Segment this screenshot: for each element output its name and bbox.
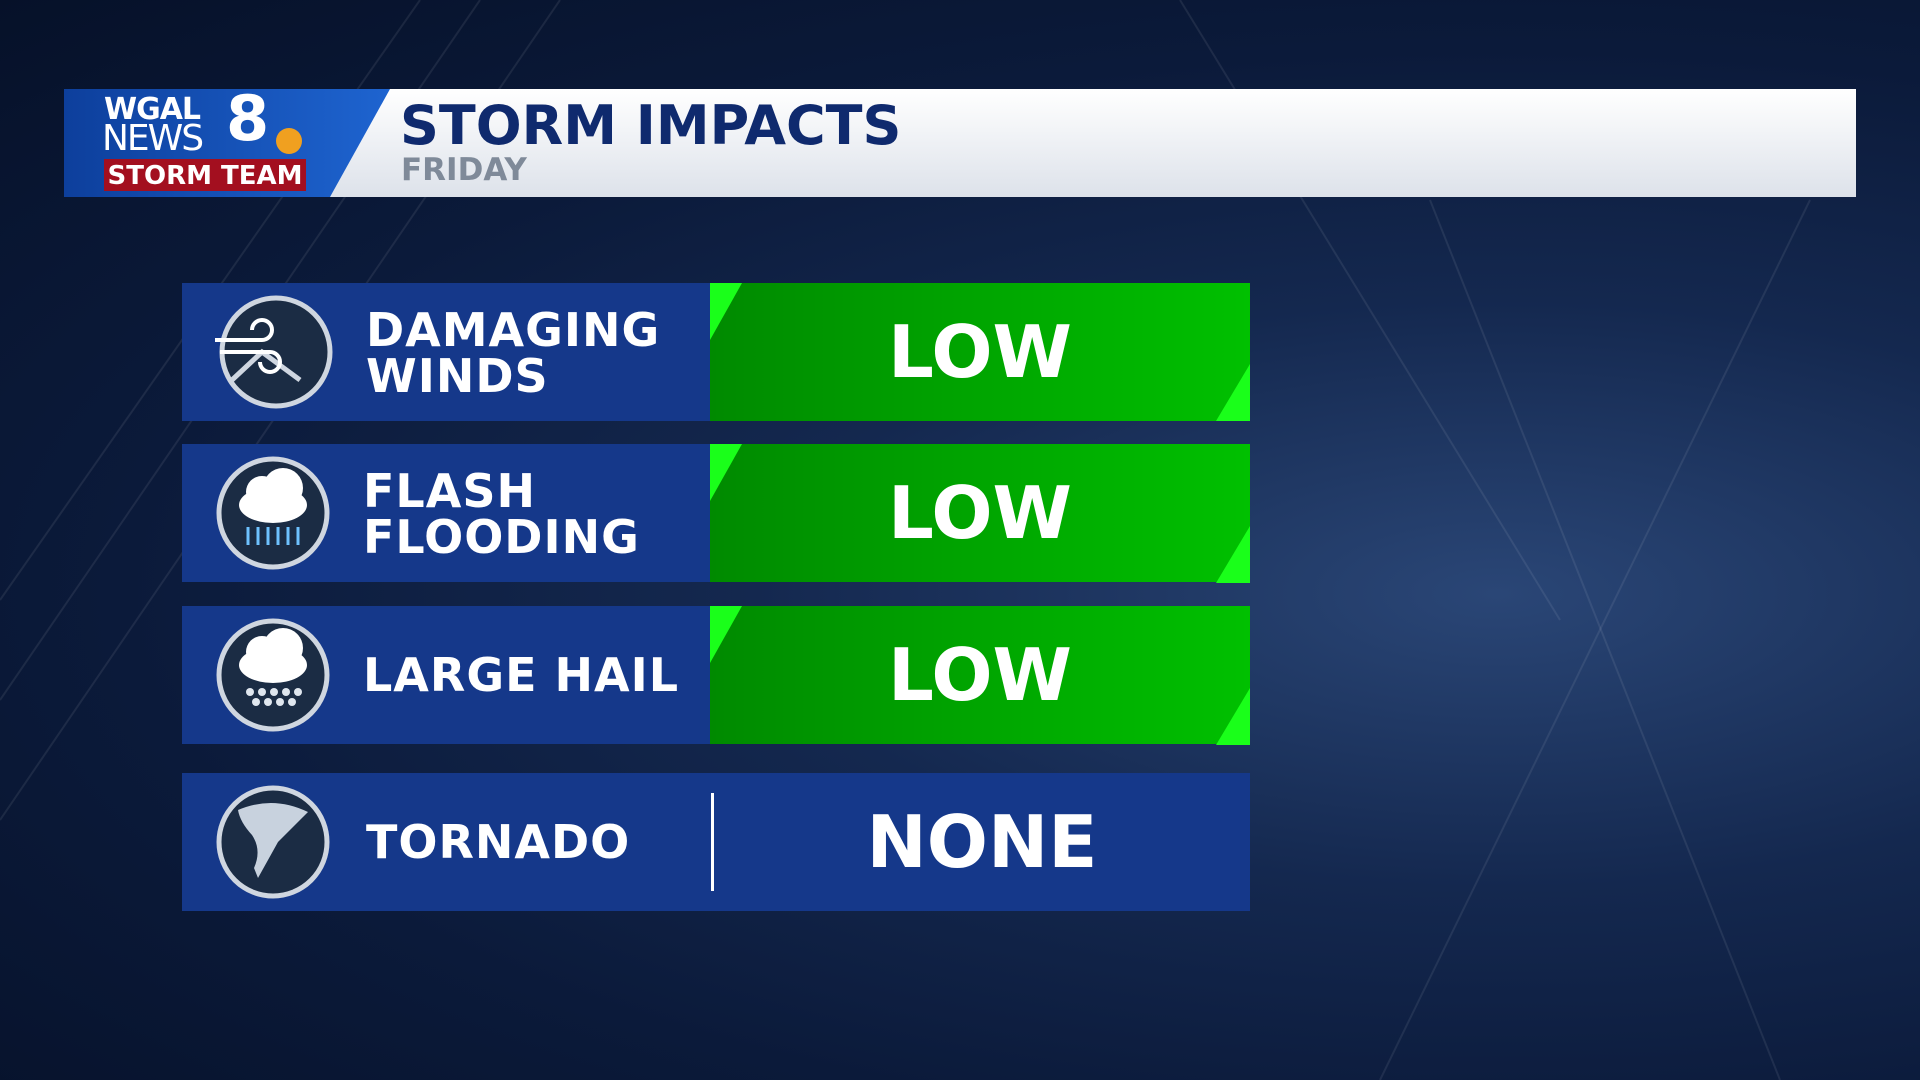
title: STORM IMPACTS bbox=[400, 94, 902, 157]
hazard-label: TORNADO bbox=[366, 819, 630, 865]
level-box bbox=[710, 606, 1250, 744]
hazard-line: TORNADO bbox=[366, 815, 631, 869]
hazard-label: FLASH FLOODING bbox=[363, 468, 640, 560]
level-label: LOW bbox=[888, 471, 1072, 555]
hazard-line: WINDS bbox=[366, 349, 549, 403]
level-label: LOW bbox=[888, 633, 1072, 717]
hazard-line: DAMAGING bbox=[366, 303, 661, 357]
impact-row bbox=[182, 283, 1250, 421]
impact-row bbox=[182, 606, 1250, 744]
hazard-label: DAMAGING WINDS bbox=[366, 307, 660, 399]
header-bar bbox=[64, 89, 1856, 197]
impact-row bbox=[182, 773, 1250, 911]
level-label: LOW bbox=[888, 310, 1072, 394]
hazard-line: LARGE HAIL bbox=[363, 648, 680, 702]
level-label: NONE bbox=[866, 800, 1098, 884]
impact-row bbox=[182, 444, 1250, 582]
hazard-line: FLOODING bbox=[363, 510, 640, 564]
separator bbox=[711, 793, 714, 891]
subtitle: FRIDAY bbox=[401, 152, 527, 188]
logo-station: WGAL bbox=[104, 92, 201, 127]
logo-channel: 8 bbox=[226, 82, 270, 155]
hazard-label: LARGE HAIL bbox=[363, 652, 679, 698]
logo-team: STORM TEAM bbox=[107, 161, 303, 191]
level-box bbox=[710, 444, 1250, 582]
level-box bbox=[710, 283, 1250, 421]
logo-brand: NEWS bbox=[102, 118, 204, 159]
hazard-line: FLASH bbox=[363, 464, 536, 518]
